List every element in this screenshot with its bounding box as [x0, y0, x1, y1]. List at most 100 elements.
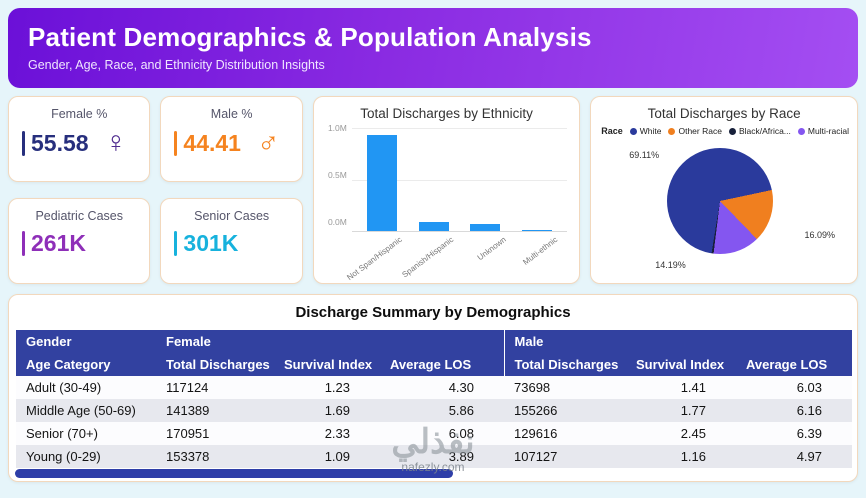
kpi-grid: Female % 55.58 ♀ Male % 44.41 ♂ Pediatri…: [8, 96, 303, 284]
table-cell: 2.33: [324, 426, 350, 441]
kpi-card: Male % 44.41 ♂: [160, 96, 303, 182]
legend-item[interactable]: Other Race: [668, 126, 722, 136]
horizontal-scrollbar[interactable]: [15, 469, 453, 478]
group-header[interactable]: Male: [503, 330, 853, 353]
ethnicity-bar[interactable]: [470, 223, 501, 231]
kpi-accent-bar: [22, 231, 25, 256]
legend-dot-icon: [668, 127, 676, 135]
table-cell: 1.69: [324, 403, 350, 418]
y-tick: 1.0M: [327, 123, 347, 133]
table-cell: Senior (70+): [26, 426, 98, 441]
male-icon: ♂: [256, 126, 280, 159]
kpi-label: Female %: [51, 107, 108, 121]
y-tick: 0.0M: [327, 217, 347, 227]
pie-percent-label: 69.11%: [629, 150, 660, 160]
table-cell: 170951: [166, 426, 210, 441]
column-header[interactable]: Survival Index: [626, 353, 737, 376]
table-cell: 73698: [514, 380, 551, 395]
table-cell: 1.77: [680, 403, 707, 418]
table-cell: 6.08: [448, 426, 475, 441]
male-percent-value: 44.41: [183, 129, 241, 156]
pie-legend: Race White Other Race Black/Africa... Mu…: [591, 126, 857, 136]
table-cell: 107127: [514, 449, 558, 464]
column-header[interactable]: Total Discharges: [503, 353, 627, 376]
top-row: Female % 55.58 ♀ Male % 44.41 ♂ Pediatri…: [8, 96, 858, 284]
table-cell: Adult (30-49): [26, 380, 102, 395]
senior-cases-value: 301K: [183, 230, 239, 256]
table-cell: 129616: [514, 426, 558, 441]
ethnicity-bar[interactable]: [522, 229, 553, 231]
table-row: Adult (30-49) 117124 1.23 4.30 73698 1.4…: [16, 376, 853, 399]
table-cell: 3.89: [448, 449, 475, 464]
x-tick: Multi-ethnic: [521, 235, 560, 267]
legend-dot-icon: [797, 127, 805, 135]
table-cell: 4.97: [796, 449, 823, 464]
table-cell: 6.39: [796, 426, 823, 441]
table-cell: 153378: [166, 449, 210, 464]
table-cell: 1.16: [680, 449, 707, 464]
kpi-card: Pediatric Cases 261K: [8, 198, 151, 284]
column-header[interactable]: Age Category: [16, 353, 156, 376]
table-cell: Middle Age (50-69): [26, 403, 136, 418]
summary-table: Gender Female Male Age Category Total Di…: [16, 330, 853, 468]
bar-plot-area: [351, 128, 568, 232]
kpi-accent-bar: [174, 231, 178, 256]
race-pie[interactable]: [667, 148, 774, 254]
legend-dot-icon: [728, 127, 736, 135]
table-row: Senior (70+) 170951 2.33 6.08 129616 2.4…: [16, 422, 853, 445]
table-row: Middle Age (50-69) 141389 1.69 5.86 1552…: [16, 399, 853, 422]
dashboard-header: Patient Demographics & Population Analys…: [8, 8, 858, 88]
table-cell: Young (0-29): [26, 449, 101, 464]
column-header[interactable]: Survival Index: [274, 353, 380, 376]
race-chart-card: Total Discharges by Race Race White Othe…: [590, 96, 858, 284]
table-cell: 4.30: [448, 380, 475, 395]
summary-table-card: Discharge Summary by Demographics Gender…: [8, 294, 858, 482]
ethnicity-chart-card: Total Discharges by Ethnicity 1.0M 0.5M …: [312, 96, 581, 284]
legend-item[interactable]: Multi-racial: [797, 126, 849, 136]
page-subtitle: Gender, Age, Race, and Ethnicity Distrib…: [28, 58, 325, 72]
table-cell: 1.23: [324, 380, 350, 395]
kpi-accent-bar: [174, 130, 178, 156]
table-cell: 141389: [166, 403, 210, 418]
bar-chart-title: Total Discharges by Ethnicity: [360, 106, 533, 121]
bar-x-axis: Not Span/Hispanic Spanish/Hispanic Unkno…: [345, 232, 579, 282]
column-header[interactable]: Average LOS: [380, 353, 505, 376]
column-header[interactable]: Average LOS: [736, 353, 853, 376]
x-tick: Unknown: [475, 235, 508, 263]
pediatric-cases-value: 261K: [31, 230, 86, 256]
column-header[interactable]: Total Discharges: [156, 353, 274, 376]
legend-item[interactable]: Black/Africa...: [728, 126, 791, 136]
kpi-card: Senior Cases 301K: [160, 198, 303, 284]
legend-dot-icon: [629, 127, 637, 135]
kpi-label: Pediatric Cases: [35, 209, 123, 223]
kpi-card: Female % 55.58 ♀: [8, 96, 151, 182]
kpi-accent-bar: [22, 130, 25, 156]
kpi-label: Senior Cases: [194, 209, 270, 223]
table-cell: 1.41: [680, 380, 707, 395]
pie-percent-label: 14.19%: [655, 260, 686, 270]
female-icon: ♀: [104, 126, 128, 159]
table-cell: 6.03: [796, 380, 823, 395]
y-tick: 0.5M: [327, 170, 347, 180]
table-cell: 155266: [514, 403, 558, 418]
female-percent-value: 55.58: [31, 129, 89, 156]
table-cell: 2.45: [680, 426, 707, 441]
legend-title: Race: [601, 126, 623, 136]
gridline: [351, 128, 568, 129]
group-header[interactable]: Gender: [16, 330, 156, 353]
ethnicity-bar[interactable]: [366, 135, 397, 231]
kpi-label: Male %: [210, 107, 253, 121]
table-cell: 6.16: [796, 403, 823, 418]
table-cell: 1.09: [324, 449, 350, 464]
group-header[interactable]: Female: [156, 330, 505, 353]
table-cell: 117124: [166, 380, 209, 395]
ethnicity-bar[interactable]: [418, 221, 449, 231]
page-title: Patient Demographics & Population Analys…: [28, 22, 592, 52]
table-cell: 5.86: [448, 403, 475, 418]
x-tick: Not Span/Hispanic: [345, 235, 404, 283]
legend-item[interactable]: White: [629, 126, 661, 136]
x-tick: Spanish/Hispanic: [400, 235, 456, 280]
pie-percent-label: 16.09%: [804, 230, 835, 240]
table-row: Young (0-29) 153378 1.09 3.89 107127 1.1…: [16, 445, 853, 468]
pie-chart-title: Total Discharges by Race: [647, 106, 801, 121]
